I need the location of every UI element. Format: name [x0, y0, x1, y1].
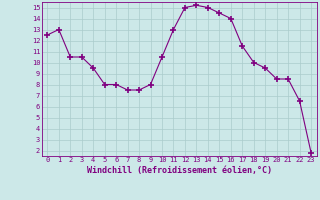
- X-axis label: Windchill (Refroidissement éolien,°C): Windchill (Refroidissement éolien,°C): [87, 166, 272, 175]
